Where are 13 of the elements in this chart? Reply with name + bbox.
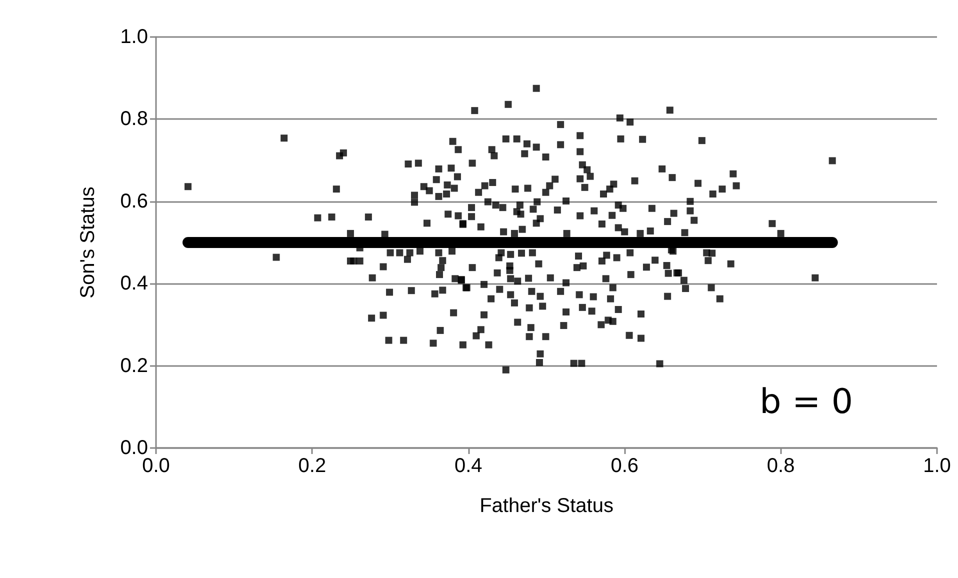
x-tick-label: 0.2 — [298, 455, 326, 477]
x-tick-label: 0.6 — [610, 455, 639, 477]
y-tick-label: 0.2 — [120, 354, 148, 377]
annotation: b = 0 — [760, 382, 854, 422]
x-tick-label: 1.0 — [923, 455, 951, 477]
x-tick-label: 0.4 — [454, 455, 482, 477]
x-tick-label: 0.8 — [766, 455, 795, 477]
y-tick-label: 1.0 — [120, 26, 148, 48]
x-axis-title: Father's Status — [480, 495, 614, 517]
y-tick-label: 0.8 — [120, 108, 148, 130]
y-tick-label: 0.6 — [120, 190, 148, 212]
y-tick-label: 0.4 — [120, 272, 148, 295]
y-axis-title: Son's Status — [77, 186, 99, 298]
